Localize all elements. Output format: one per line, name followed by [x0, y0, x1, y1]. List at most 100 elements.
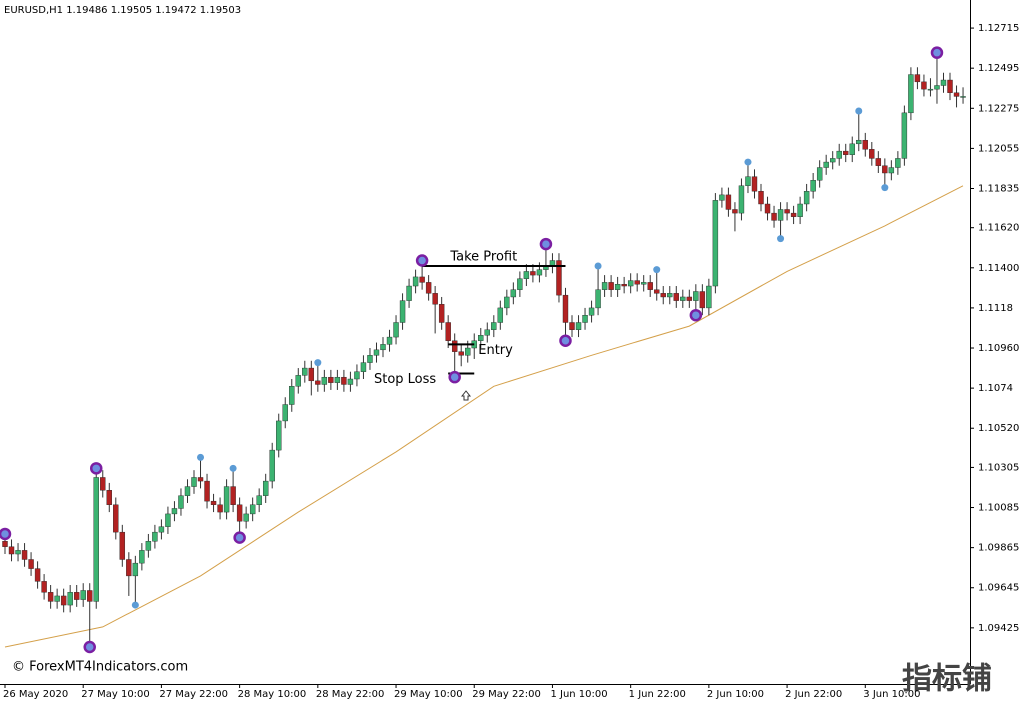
- candle-body: [478, 335, 484, 341]
- watermark: © ForexMT4Indicators.com: [12, 660, 188, 675]
- candle-body: [249, 504, 256, 515]
- x-tick-label: 26 May 2020: [3, 689, 68, 700]
- candle-body: [829, 158, 836, 163]
- candle-body: [914, 74, 921, 83]
- signal-dot: [881, 184, 889, 192]
- candle-body: [582, 315, 588, 323]
- signal-dot: [448, 370, 461, 384]
- x-tick-label: 28 May 10:00: [238, 689, 307, 700]
- candle-body: [510, 289, 517, 298]
- candle-body: [647, 282, 653, 290]
- candle-body: [373, 349, 380, 356]
- candle-body: [777, 209, 784, 221]
- candle-body: [289, 386, 295, 405]
- candle-body: [243, 513, 249, 522]
- candle-body: [41, 581, 47, 593]
- candle-body: [354, 371, 360, 380]
- corner-logo: 指标铺: [902, 662, 992, 697]
- x-tick-label: 1 Jun 22:00: [629, 689, 686, 700]
- candle-body: [536, 269, 543, 276]
- candle-body: [732, 209, 738, 214]
- candle-body: [504, 296, 510, 309]
- candle-body: [960, 96, 966, 98]
- candle-body: [686, 296, 693, 301]
- candle-body: [771, 212, 777, 221]
- candle-body: [940, 79, 947, 86]
- candle-body: [784, 209, 790, 214]
- candle-body: [673, 293, 679, 301]
- candle-body: [341, 376, 347, 385]
- candle-body: [178, 495, 184, 509]
- candle-body: [823, 161, 829, 168]
- signal-dot: [744, 158, 752, 166]
- candle-body: [849, 143, 855, 155]
- candle-body: [888, 167, 895, 174]
- signal-dot: [653, 266, 661, 274]
- level-label: Stop Loss: [374, 372, 436, 387]
- candle-body: [738, 185, 745, 214]
- x-tick-label: 28 May 22:00: [316, 689, 385, 700]
- candle-body: [810, 180, 816, 192]
- candle-body: [393, 322, 399, 338]
- candle-body: [171, 508, 178, 515]
- signal-dot: [689, 308, 703, 322]
- candle-body: [386, 336, 393, 345]
- candle-body: [308, 367, 315, 382]
- candle-body: [184, 486, 191, 496]
- candle-body: [921, 81, 927, 90]
- x-tick-label: 3 Jun 10:00: [863, 689, 920, 700]
- level-label: Entry: [478, 343, 513, 358]
- candle-body: [901, 112, 908, 159]
- candle-body: [269, 449, 275, 482]
- x-tick-label: 2 Jun 10:00: [707, 689, 764, 700]
- candle-body: [882, 165, 888, 174]
- x-tick-label: 29 May 10:00: [394, 689, 463, 700]
- candle-body: [667, 293, 673, 298]
- signal-dot: [229, 464, 237, 472]
- y-tick-label: 1.10960: [978, 343, 1019, 354]
- candle-body: [451, 340, 458, 352]
- candle-body: [139, 550, 145, 564]
- signal-dot: [777, 235, 785, 243]
- candle-body: [47, 592, 54, 602]
- candle-body: [693, 291, 699, 301]
- candle-body: [8, 546, 15, 555]
- candle-body: [126, 559, 132, 577]
- candle-body: [927, 88, 934, 91]
- candle-body: [497, 307, 504, 323]
- candle-body: [588, 307, 595, 316]
- candle-body: [145, 541, 152, 551]
- signal-dot: [415, 254, 429, 267]
- signal-dot: [89, 462, 103, 475]
- candle-body: [432, 293, 438, 305]
- candle-body: [230, 486, 236, 505]
- candle-body: [15, 550, 21, 555]
- signal-dot: [131, 601, 139, 609]
- candle-body: [419, 276, 425, 283]
- y-tick-label: 1.12715: [978, 23, 1019, 34]
- y-tick-label: 1.09425: [978, 623, 1019, 634]
- candle-body: [484, 329, 490, 336]
- candle-body: [699, 291, 706, 309]
- signal-dot: [0, 527, 12, 541]
- candle-body: [517, 278, 523, 290]
- candle-body: [165, 513, 171, 527]
- candle-body: [132, 562, 139, 577]
- candle-body: [204, 480, 210, 502]
- y-tick-label: 1.11835: [978, 184, 1019, 195]
- candle-body: [530, 271, 536, 276]
- candle-body: [803, 191, 810, 205]
- candle-body: [54, 595, 60, 602]
- candle-body: [328, 376, 334, 383]
- candle-body: [321, 376, 328, 385]
- candle-body: [406, 285, 412, 301]
- moving-average: [4, 185, 964, 648]
- candle-body: [60, 595, 67, 606]
- candle-body: [28, 559, 34, 569]
- candle-body: [491, 322, 497, 330]
- candle-body: [621, 284, 627, 287]
- level-label: Take Profit: [449, 249, 517, 264]
- candle-body: [347, 378, 354, 385]
